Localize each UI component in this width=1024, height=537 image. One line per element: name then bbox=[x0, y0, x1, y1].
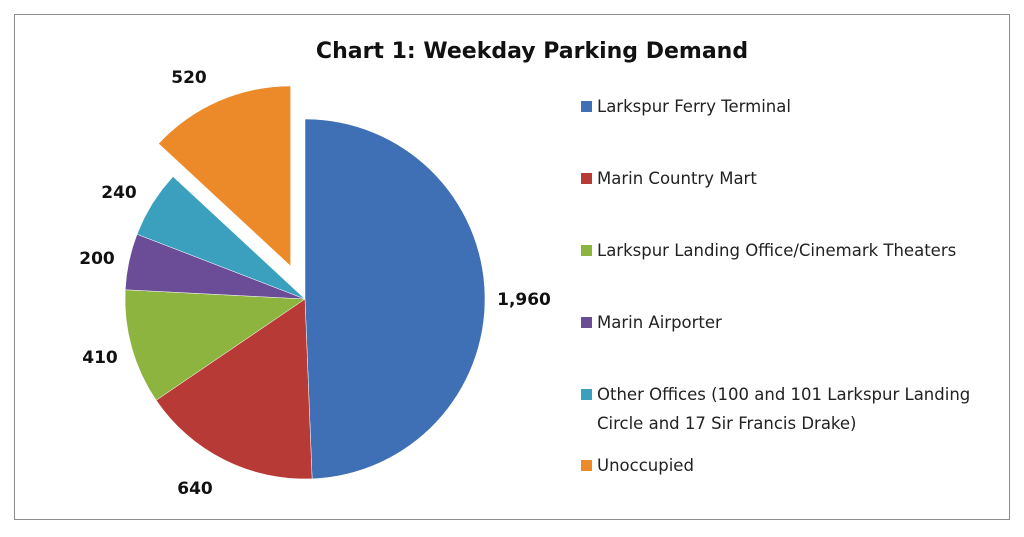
legend-label: Other Offices (100 and 101 Larkspur Land… bbox=[597, 385, 970, 404]
data-label-unoccupied: 520 bbox=[171, 68, 207, 88]
chart-title: Chart 1: Weekday Parking Demand bbox=[316, 39, 748, 64]
data-label-other-offices-100-and-101-larkspur-landi: 240 bbox=[101, 183, 137, 203]
legend-entry-other-offices-100-and-101-larkspur-landi: Other Offices (100 and 101 Larkspur Land… bbox=[581, 385, 970, 433]
data-label-marin-airporter: 200 bbox=[79, 249, 115, 269]
legend-marker bbox=[581, 460, 592, 471]
legend-marker bbox=[581, 173, 592, 184]
legend-marker bbox=[581, 245, 592, 256]
pie-slice-larkspur-ferry-terminal bbox=[304, 118, 486, 480]
legend-marker bbox=[581, 317, 592, 328]
data-label-marin-country-mart: 640 bbox=[177, 479, 213, 499]
chart-frame: Chart 1: Weekday Parking Demand 1,960 640… bbox=[14, 14, 1010, 520]
legend-entry-marin-country-mart: Marin Country Mart bbox=[581, 169, 757, 188]
data-label-larkspur-landing-office-cinemark-theater: 410 bbox=[82, 348, 118, 368]
legend-entry-larkspur-landing-office-cinemark-theater: Larkspur Landing Office/Cinemark Theater… bbox=[581, 241, 956, 260]
legend-entry-larkspur-ferry-terminal: Larkspur Ferry Terminal bbox=[581, 97, 791, 116]
pie-slice-larkspur-landing-office-cinemark-theater bbox=[124, 289, 306, 401]
legend-marker bbox=[581, 101, 592, 112]
pie-chart: Chart 1: Weekday Parking Demand 1,960 640… bbox=[79, 39, 970, 499]
legend-label: Marin Airporter bbox=[597, 313, 722, 332]
legend-label: Larkspur Landing Office/Cinemark Theater… bbox=[597, 241, 956, 260]
legend-marker bbox=[581, 389, 592, 400]
pie-slices bbox=[124, 85, 486, 480]
data-labels: 1,960 640 410 200 240 520 bbox=[79, 68, 551, 499]
legend: Larkspur Ferry Terminal Marin Country Mar… bbox=[581, 97, 970, 475]
pie-slice-unoccupied bbox=[158, 85, 291, 267]
legend-label: Larkspur Ferry Terminal bbox=[597, 97, 791, 116]
legend-entry-marin-airporter: Marin Airporter bbox=[581, 313, 722, 332]
legend-label: Circle and 17 Sir Francis Drake) bbox=[597, 414, 857, 433]
pie-slice-other-offices-100-and-101-larkspur-landi bbox=[136, 176, 306, 300]
legend-entry-unoccupied: Unoccupied bbox=[581, 456, 694, 475]
pie-slice-marin-country-mart bbox=[155, 298, 313, 480]
legend-label: Marin Country Mart bbox=[597, 169, 757, 188]
legend-label: Unoccupied bbox=[597, 456, 694, 475]
data-label-larkspur-ferry-terminal: 1,960 bbox=[497, 290, 551, 310]
